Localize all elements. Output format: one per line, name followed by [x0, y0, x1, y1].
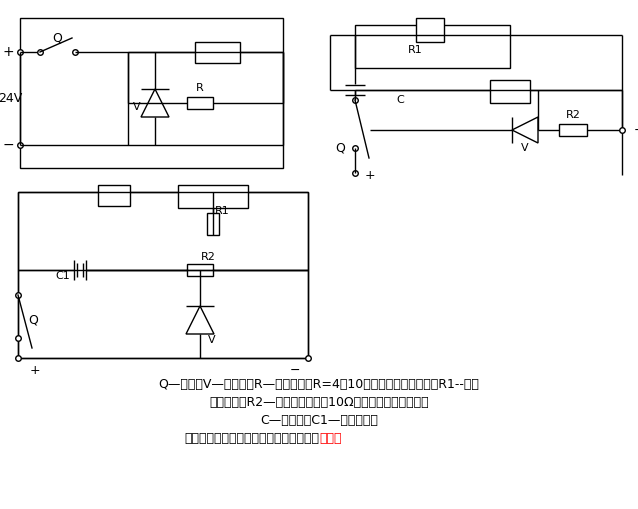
Text: R1: R1 — [214, 206, 230, 216]
Text: C1: C1 — [56, 271, 70, 281]
Bar — [195, 42, 240, 63]
Text: +: + — [30, 363, 41, 377]
Bar — [98, 185, 130, 206]
Text: Q: Q — [52, 32, 62, 44]
Text: V: V — [521, 143, 529, 153]
Text: 为电磁离合器线圈的各种吸收电路和保护: 为电磁离合器线圈的各种吸收电路和保护 — [184, 433, 319, 445]
Text: V: V — [208, 335, 216, 345]
Bar — [490, 80, 530, 103]
Bar — [187, 264, 213, 276]
Text: C—电容器；C1—双向电容器: C—电容器；C1—双向电容器 — [260, 414, 378, 428]
Bar — [559, 124, 587, 136]
Bar — [416, 18, 444, 42]
Text: 电路。: 电路。 — [319, 433, 341, 445]
Text: +: + — [365, 168, 380, 182]
Text: Q—开关；V—二极管；R—保护电阵（R=4～10，离合器线圈电阵）；R1--串联: Q—开关；V—二极管；R—保护电阵（R=4～10，离合器线圈电阵）；R1--串联 — [159, 379, 479, 391]
Text: +: + — [2, 45, 14, 59]
Text: V: V — [133, 102, 141, 112]
Bar — [207, 213, 219, 235]
Text: R2: R2 — [200, 252, 216, 262]
Text: −: − — [630, 124, 638, 136]
Bar — [355, 25, 510, 68]
Text: Q: Q — [335, 142, 345, 155]
Text: C: C — [396, 95, 404, 105]
Text: 可变电阵；R2—保护电阵（约为10Ω，离合器线圈电阵）；: 可变电阵；R2—保护电阵（约为10Ω，离合器线圈电阵）； — [209, 397, 429, 410]
Bar — [187, 97, 213, 109]
Text: R1: R1 — [408, 45, 422, 55]
Text: −: − — [290, 363, 300, 377]
Text: Q: Q — [28, 314, 38, 326]
Bar — [178, 185, 248, 208]
Text: 24V: 24V — [0, 92, 22, 104]
Text: −: − — [2, 138, 14, 152]
Bar — [18, 192, 308, 358]
Text: R2: R2 — [565, 110, 581, 120]
Text: R: R — [196, 83, 204, 93]
Bar — [20, 18, 283, 168]
